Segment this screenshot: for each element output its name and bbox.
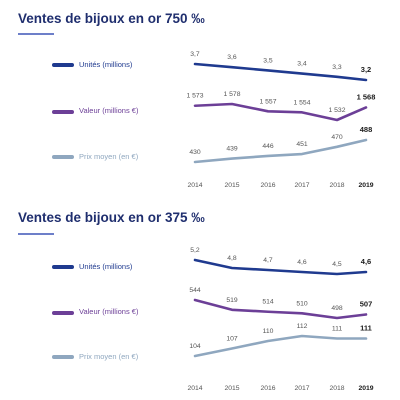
- x-tick-label: 2019: [358, 182, 373, 189]
- data-label: 5,2: [190, 247, 200, 254]
- data-label: 470: [331, 134, 343, 141]
- data-label: 111: [360, 324, 372, 333]
- data-label: 4,6: [297, 259, 307, 266]
- x-tick-label: 2014: [187, 385, 202, 392]
- series-line-valeur: [193, 298, 368, 320]
- legend-label-valeur: Valeur (millions €): [79, 307, 139, 316]
- x-tick-label: 2015: [224, 385, 239, 392]
- legend-line-unites: [52, 265, 74, 269]
- x-tick-label: 2019: [358, 385, 373, 392]
- x-tick-label: 2017: [294, 385, 309, 392]
- legend-label-unites: Unités (millions): [79, 262, 133, 271]
- chart-title: Ventes de bijoux en or 750 ‰: [18, 11, 205, 26]
- legend-label-prix: Prix moyen (en €): [79, 352, 139, 361]
- data-label: 107: [226, 336, 238, 343]
- data-label: 439: [226, 146, 238, 153]
- data-label: 488: [360, 125, 373, 134]
- legend-label-valeur: Valeur (millions €): [79, 106, 139, 115]
- data-label: 1 557: [259, 98, 276, 105]
- legend-label-prix: Prix moyen (en €): [79, 152, 139, 161]
- data-label: 110: [263, 328, 274, 335]
- legend-label-unites: Unités (millions): [79, 60, 133, 69]
- line-chart-375: 5,2 4,8 4,7 4,6 4,5 4,6 544 519 514 510 498 507 104 1…: [187, 247, 373, 392]
- x-tick-label: 2014: [187, 182, 202, 189]
- data-label: 519: [226, 297, 238, 304]
- data-label: 446: [262, 143, 274, 150]
- series-line-unites: [193, 62, 368, 82]
- data-label: 430: [189, 149, 201, 156]
- legend-line-prix: [52, 155, 74, 159]
- chart-panel-375: Ventes de bijoux en or 375 ‰ Unités (mil…: [0, 200, 400, 400]
- data-label: 514: [262, 299, 274, 306]
- data-label: 4,7: [263, 257, 273, 264]
- data-label: 4,6: [361, 257, 371, 266]
- line-chart-750: 3,7 3,6 3,5 3,4 3,3 3,2 1 573 1 578 1 557 1 554 1 …: [186, 51, 376, 189]
- data-label: 4,8: [227, 255, 237, 262]
- x-tick-label: 2016: [260, 385, 275, 392]
- x-tick-label: 2018: [329, 385, 344, 392]
- data-label: 498: [331, 305, 343, 312]
- data-label: 1 573: [186, 93, 203, 100]
- series-line-valeur: [193, 102, 368, 122]
- data-label: 510: [296, 300, 308, 307]
- chart-panel-750: Ventes de bijoux en or 750 ‰ Unités (mil…: [18, 11, 376, 189]
- series-line-prix: [193, 334, 368, 358]
- data-label: 111: [332, 326, 343, 333]
- data-label: 3,5: [263, 57, 273, 64]
- x-tick-label: 2016: [260, 182, 275, 189]
- data-label: 507: [360, 299, 373, 308]
- data-label: 4,5: [332, 261, 342, 268]
- data-label: 3,7: [190, 51, 200, 58]
- data-label: 104: [189, 343, 201, 350]
- data-label: 3,3: [332, 64, 342, 71]
- data-label: 544: [189, 287, 201, 294]
- data-label: 451: [296, 141, 308, 148]
- data-label: 3,4: [297, 61, 307, 68]
- data-label: 1 578: [223, 91, 240, 98]
- title-underline: [18, 233, 54, 235]
- data-label: 1 554: [293, 99, 310, 106]
- x-tick-label: 2018: [329, 182, 344, 189]
- x-tick-label: 2017: [294, 182, 309, 189]
- legend-line-unites: [52, 63, 74, 67]
- title-underline: [18, 33, 54, 35]
- chart-title: Ventes de bijoux en or 375 ‰: [18, 210, 205, 225]
- data-label: 3,2: [361, 65, 371, 74]
- data-label: 1 532: [328, 107, 345, 114]
- x-tick-label: 2015: [224, 182, 239, 189]
- series-line-unites: [193, 258, 368, 276]
- data-label: 1 568: [357, 92, 376, 101]
- data-label: 112: [297, 323, 308, 330]
- series-line-prix: [193, 138, 368, 164]
- data-label: 3,6: [227, 54, 237, 61]
- legend-line-valeur: [52, 110, 74, 114]
- legend-line-prix: [52, 355, 74, 359]
- legend-line-valeur: [52, 311, 74, 315]
